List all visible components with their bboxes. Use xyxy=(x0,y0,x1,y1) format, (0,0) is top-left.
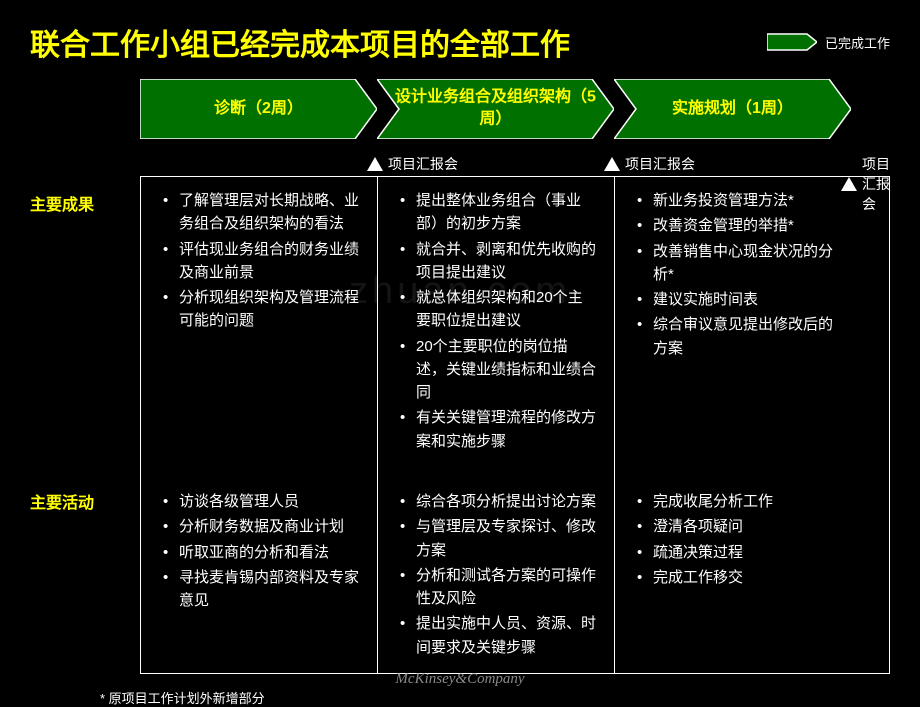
activities-item: 与管理层及专家探讨、修改方案 xyxy=(400,515,596,562)
activities-item: 完成工作移交 xyxy=(637,566,834,589)
phase-label-1: 设计业务组合及组织架构（5周） xyxy=(395,87,596,132)
grid: 了解管理层对长期战略、业务组合及组织架构的看法评估现业务组合的财务业绩及商业前景… xyxy=(140,176,890,674)
results-item: 改善销售中心现金状况的分析* xyxy=(637,240,834,287)
title-row: 联合工作小组已经完成本项目的全部工作 已完成工作 xyxy=(0,0,920,74)
results-item: 综合审议意见提出修改后的方案 xyxy=(637,313,834,360)
activities-section-2: 完成收尾分析工作澄清各项疑问疏通决策过程完成工作移交 xyxy=(637,490,834,589)
page-title: 联合工作小组已经完成本项目的全部工作 xyxy=(30,20,767,64)
column-0: 了解管理层对长期战略、业务组合及组织架构的看法评估现业务组合的财务业绩及商业前景… xyxy=(141,177,378,673)
footer-logo: McKinsey&Company xyxy=(395,671,524,688)
activities-item: 听取亚商的分析和看法 xyxy=(163,541,359,564)
results-item: 新业务投资管理方法* xyxy=(637,189,834,212)
phase-block-2: 实施规划（1周） xyxy=(614,79,851,139)
results-item: 20个主要职位的岗位描述，关键业绩指标和业绩合同 xyxy=(400,335,596,405)
activities-item: 访谈各级管理人员 xyxy=(163,490,359,513)
activities-item: 提出实施中人员、资源、时间要求及关键步骤 xyxy=(400,612,596,659)
milestone-0: 项目汇报会 xyxy=(367,154,458,174)
results-item: 提出整体业务组合（事业部）的初步方案 xyxy=(400,189,596,236)
results-section-0: 了解管理层对长期战略、业务组合及组织架构的看法评估现业务组合的财务业绩及商业前景… xyxy=(163,189,359,490)
column-1: 提出整体业务组合（事业部）的初步方案就合并、剥离和优先收购的项目提出建议就总体组… xyxy=(378,177,615,673)
activities-item: 分析和测试各方案的可操作性及风险 xyxy=(400,564,596,611)
phase-block-0: 诊断（2周） xyxy=(140,79,377,139)
legend: 已完成工作 xyxy=(767,32,890,52)
milestone-triangle-icon xyxy=(604,157,620,171)
milestone-row: 项目汇报会 项目汇报会 项目汇报会 xyxy=(140,154,890,176)
milestone-label: 项目汇报会 xyxy=(625,154,695,174)
row-labels: 主要成果 主要活动 xyxy=(30,176,140,674)
activities-item: 综合各项分析提出讨论方案 xyxy=(400,490,596,513)
activities-section-0: 访谈各级管理人员分析财务数据及商业计划听取亚商的分析和看法寻找麦肯锡内部资料及专… xyxy=(163,490,359,612)
phase-label-2: 实施规划（1周） xyxy=(632,98,833,120)
legend-label: 已完成工作 xyxy=(825,33,890,52)
milestone-1: 项目汇报会 xyxy=(604,154,695,174)
results-item: 就总体组织架构和20个主要职位提出建议 xyxy=(400,286,596,333)
legend-arrow-icon xyxy=(767,32,817,52)
results-item: 了解管理层对长期战略、业务组合及组织架构的看法 xyxy=(163,189,359,236)
phase-label-0: 诊断（2周） xyxy=(158,98,359,120)
activities-item: 分析财务数据及商业计划 xyxy=(163,515,359,538)
results-item: 就合并、剥离和优先收购的项目提出建议 xyxy=(400,238,596,285)
results-section-2: 新业务投资管理方法*改善资金管理的举措* 改善销售中心现金状况的分析*建议实施时间… xyxy=(637,189,834,490)
activities-item: 澄清各项疑问 xyxy=(637,515,834,538)
activities-item: 疏通决策过程 xyxy=(637,541,834,564)
content-area: 诊断（2周） 设计业务组合及组织架构（5周） 实施规划（1周） 项目汇报会 项目… xyxy=(30,79,890,707)
results-item: 有关关键管理流程的修改方案和实施步骤 xyxy=(400,406,596,453)
results-item: 分析现组织架构及管理流程可能的问题 xyxy=(163,286,359,333)
results-item: 评估现业务组合的财务业绩及商业前景 xyxy=(163,238,359,285)
results-item: 改善资金管理的举措* xyxy=(637,214,834,237)
row-label-results: 主要成果 xyxy=(30,191,94,215)
phase-block-1: 设计业务组合及组织架构（5周） xyxy=(377,79,614,139)
row-label-activities: 主要活动 xyxy=(30,489,94,513)
activities-item: 寻找麦肯锡内部资料及专家意见 xyxy=(163,566,359,613)
results-item: 建议实施时间表 xyxy=(637,288,834,311)
activities-section-1: 综合各项分析提出讨论方案与管理层及专家探讨、修改方案分析和测试各方案的可操作性及… xyxy=(400,490,596,659)
milestone-triangle-icon xyxy=(367,157,383,171)
activities-item: 完成收尾分析工作 xyxy=(637,490,834,513)
column-2: 新业务投资管理方法*改善资金管理的举措* 改善销售中心现金状况的分析*建议实施时间… xyxy=(615,177,852,673)
milestone-label: 项目汇报会 xyxy=(388,154,458,174)
table-area: 主要成果 主要活动 了解管理层对长期战略、业务组合及组织架构的看法评估现业务组合… xyxy=(30,176,890,674)
timeline-row: 诊断（2周） 设计业务组合及组织架构（5周） 实施规划（1周） xyxy=(140,79,890,154)
results-section-1: 提出整体业务组合（事业部）的初步方案就合并、剥离和优先收购的项目提出建议就总体组… xyxy=(400,189,596,490)
